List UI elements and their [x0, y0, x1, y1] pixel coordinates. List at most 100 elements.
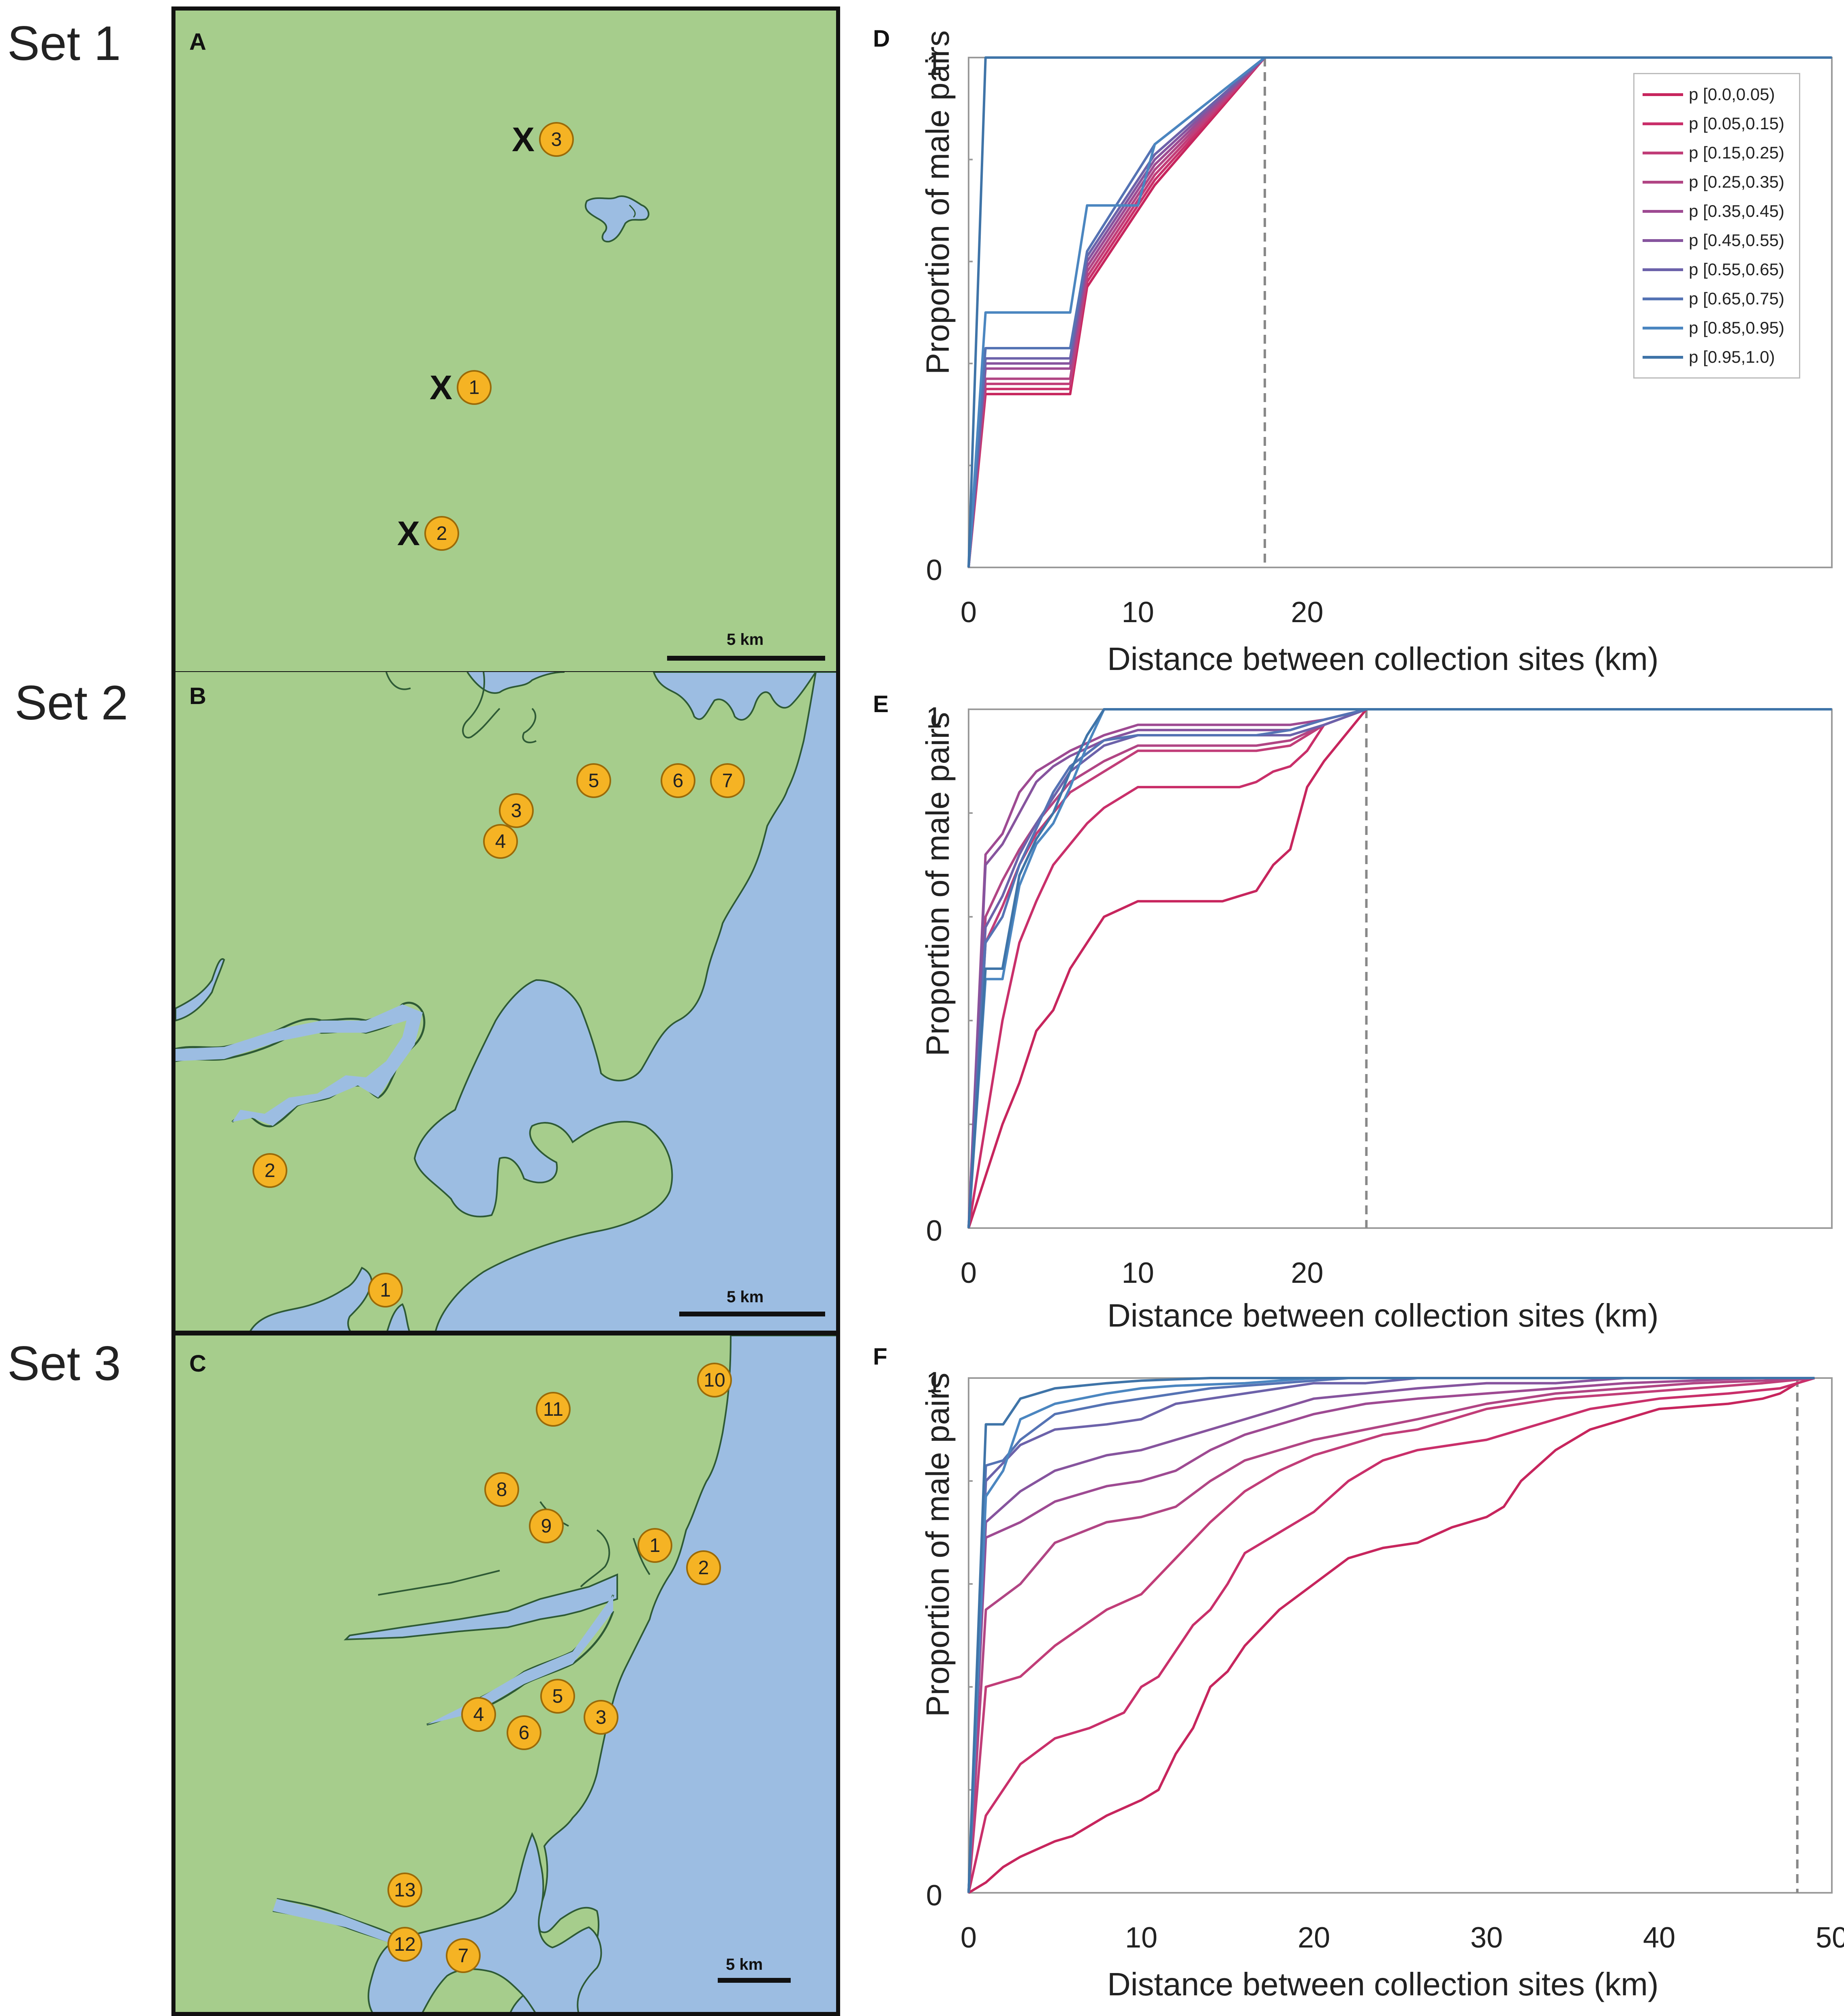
legend-item: p [0.55,0.65): [1643, 255, 1787, 284]
x-tick-label: 20: [1291, 1257, 1324, 1289]
x-tick-label: 10: [1121, 1257, 1154, 1289]
panel-letter-b: B: [189, 683, 206, 709]
scale-label: 5 km: [727, 1288, 764, 1306]
legend-swatch: [1643, 355, 1683, 359]
site-marker: 7: [710, 763, 745, 798]
site-marker: 3: [584, 1700, 618, 1735]
legend-swatch: [1643, 151, 1683, 154]
legend-label: p [0.0,0.05): [1689, 85, 1775, 104]
legend-label: p [0.15,0.25): [1689, 143, 1784, 162]
legend-label: p [0.25,0.35): [1689, 172, 1784, 191]
legend-item: p [0.0,0.05): [1643, 80, 1787, 109]
scale-label: 5 km: [727, 631, 764, 648]
inlet-shape: [343, 1573, 618, 1641]
y-tick-label: 0: [926, 1879, 943, 1912]
x-tick-label: 20: [1291, 596, 1324, 629]
x-axis-label: Distance between collection sites (km): [1107, 1297, 1659, 1333]
x-marker: X: [397, 514, 420, 552]
x-axis-label: Distance between collection sites (km): [1107, 641, 1659, 677]
series-line: [967, 1377, 1815, 1893]
lake-shape: [584, 195, 650, 243]
legend-item: p [0.15,0.25): [1643, 138, 1787, 167]
panel-letter-c: C: [189, 1350, 206, 1377]
y-tick-label: 1: [926, 702, 943, 734]
y-tick-label: 0: [926, 1215, 943, 1247]
legend-item: p [0.95,1.0): [1643, 342, 1787, 372]
y-tick-label: 1: [926, 1366, 943, 1399]
legend-label: p [0.45,0.55): [1689, 231, 1784, 250]
series-line: [967, 56, 1832, 568]
set-3-label: Set 3: [7, 1336, 121, 1391]
legend-item: p [0.65,0.75): [1643, 284, 1787, 313]
legend-label: p [0.05,0.15): [1689, 114, 1784, 133]
series-line: [967, 708, 1832, 1228]
chart-panel-d: D Proportion of male pairs Distance betw…: [867, 0, 1844, 677]
y-axis-label: Proportion of male pairs: [920, 712, 956, 1056]
y-axis-label: Proportion of male pairs: [920, 30, 956, 375]
series-line: [967, 708, 1832, 1228]
site-marker: 1: [457, 370, 492, 405]
map-a-shapes: [584, 195, 650, 243]
x-tick-label: 40: [1643, 1922, 1676, 1954]
site-marker: 13: [387, 1873, 422, 1907]
legend-swatch: [1643, 239, 1683, 242]
x-tick-label: 10: [1121, 596, 1154, 629]
legend-swatch: [1643, 122, 1683, 125]
x-tick-label: 0: [961, 1257, 977, 1289]
x-axis-label: Distance between collection sites (km): [1107, 1966, 1659, 2002]
panel-letter-e: E: [873, 691, 889, 717]
chart-panel-f: F Proportion of male pairs Distance betw…: [867, 1333, 1844, 2016]
legend-label: p [0.35,0.45): [1689, 201, 1784, 220]
map-panel-a: A X 3 X 1 X 2 5 km: [171, 6, 840, 675]
legend: p [0.0,0.05) p [0.05,0.15) p [0.15,0.25) p …: [1633, 73, 1800, 379]
series-line: [967, 1377, 1815, 1893]
x-tick-label: 0: [961, 596, 977, 629]
series-line: [967, 708, 1832, 1228]
series-line: [967, 1377, 1815, 1893]
x-tick-label: 0: [961, 1922, 977, 1954]
panel-letter-f: F: [873, 1344, 888, 1370]
scale-label: 5 km: [726, 1956, 763, 1973]
series-line: [967, 708, 1832, 1228]
river-shape: [175, 958, 225, 1022]
y-tick-label: 0: [926, 554, 943, 586]
site-marker: 12: [387, 1927, 422, 1962]
legend-swatch: [1643, 93, 1683, 96]
site-marker: 1: [637, 1528, 672, 1563]
series-line: [967, 1377, 1815, 1893]
site-marker: 10: [697, 1363, 732, 1398]
legend-label: p [0.85,0.95): [1689, 318, 1784, 337]
series-line: [967, 708, 1832, 1228]
series-line: [967, 708, 1832, 1228]
site-marker: 6: [661, 763, 695, 798]
chart-panel-e: E Proportion of male pairs Distance betw…: [867, 673, 1844, 1333]
scale-bar: [718, 1978, 791, 1983]
ocean-shape: [413, 672, 836, 1331]
ocean-shape: [510, 1335, 836, 2012]
series-line: [967, 1377, 1815, 1893]
series-line: [967, 1377, 1815, 1893]
site-marker: 2: [424, 516, 459, 551]
legend-swatch: [1643, 326, 1683, 330]
site-marker: 7: [446, 1938, 481, 1973]
site-marker: 11: [536, 1392, 571, 1427]
chart-d-svg: [967, 56, 1833, 568]
series-line: [967, 708, 1832, 1228]
series-line: [967, 708, 1832, 1228]
series-line: [967, 56, 1832, 568]
site-marker: 5: [576, 763, 611, 798]
map-c-shapes: [272, 1335, 836, 2012]
x-tick-label: 10: [1125, 1922, 1158, 1954]
site-marker: 9: [529, 1509, 564, 1543]
legend-label: p [0.55,0.65): [1689, 260, 1784, 279]
scale-bar: [679, 1312, 825, 1316]
legend-item: p [0.45,0.55): [1643, 226, 1787, 255]
site-marker: 5: [540, 1679, 575, 1714]
x-tick-label: 30: [1470, 1922, 1503, 1954]
x-tick-label: 20: [1298, 1922, 1331, 1954]
site-marker: 1: [368, 1273, 403, 1308]
site-marker: 2: [686, 1550, 721, 1585]
legend-item: p [0.35,0.45): [1643, 197, 1787, 226]
legend-swatch: [1643, 268, 1683, 271]
map-b-shapes: [175, 672, 836, 1331]
